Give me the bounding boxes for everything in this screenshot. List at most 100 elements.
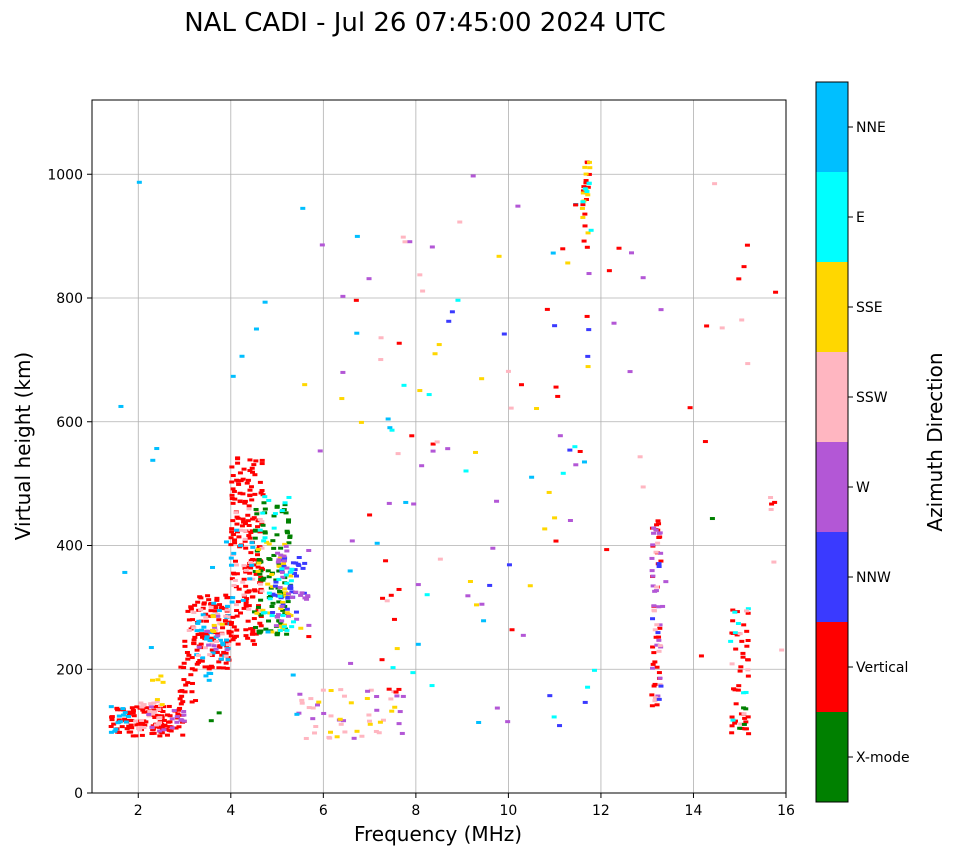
data-point xyxy=(201,601,207,605)
data-point xyxy=(248,531,254,535)
data-point xyxy=(112,729,118,733)
data-point xyxy=(734,610,740,614)
data-point xyxy=(258,613,264,617)
data-point xyxy=(258,598,264,602)
data-point xyxy=(229,527,235,531)
data-point xyxy=(386,501,392,505)
data-point xyxy=(279,568,285,572)
data-point xyxy=(213,647,219,651)
data-point xyxy=(241,467,247,471)
data-point xyxy=(573,463,579,467)
data-point xyxy=(338,722,344,726)
data-point xyxy=(194,648,200,652)
data-point xyxy=(223,641,229,645)
data-point xyxy=(262,495,268,499)
data-point xyxy=(284,549,290,553)
data-point xyxy=(283,511,289,515)
data-point xyxy=(224,648,230,652)
data-point xyxy=(649,704,655,708)
data-point xyxy=(242,529,248,533)
data-point xyxy=(214,639,220,643)
data-point xyxy=(744,629,750,633)
data-point xyxy=(327,736,333,740)
data-point xyxy=(267,597,273,601)
data-point xyxy=(730,619,736,623)
data-point xyxy=(154,704,160,708)
data-point xyxy=(364,696,370,700)
data-point xyxy=(224,604,230,608)
data-point xyxy=(189,667,195,671)
data-point xyxy=(214,598,220,602)
data-point xyxy=(741,265,747,269)
data-point xyxy=(284,581,290,585)
y-axis-label: Virtual height (km) xyxy=(11,352,35,541)
data-point xyxy=(470,174,476,178)
data-point xyxy=(277,585,283,589)
data-point xyxy=(328,730,334,734)
data-point xyxy=(248,566,254,570)
data-point xyxy=(169,717,175,721)
data-point xyxy=(136,180,142,184)
data-point xyxy=(202,665,208,669)
data-point xyxy=(209,636,215,640)
data-point xyxy=(161,705,167,709)
data-point xyxy=(207,653,213,657)
data-point xyxy=(582,212,588,216)
data-point xyxy=(221,650,227,654)
data-point xyxy=(257,572,263,576)
data-point xyxy=(520,633,526,637)
data-point xyxy=(284,529,290,533)
data-point xyxy=(658,308,664,312)
data-point xyxy=(487,583,493,587)
data-point xyxy=(280,608,286,612)
data-point xyxy=(736,684,742,688)
data-point xyxy=(228,536,234,540)
data-point xyxy=(415,642,421,646)
data-point xyxy=(253,528,259,532)
data-point xyxy=(279,619,285,623)
data-point xyxy=(297,692,303,696)
data-point xyxy=(248,485,254,489)
plot-frame xyxy=(91,99,787,794)
data-point xyxy=(550,251,556,255)
data-point xyxy=(741,623,747,627)
data-point xyxy=(271,514,277,518)
data-point xyxy=(285,520,291,524)
data-point xyxy=(490,546,496,550)
data-point xyxy=(220,626,226,630)
data-point xyxy=(231,583,237,587)
data-point xyxy=(401,383,407,387)
data-point xyxy=(298,593,304,597)
data-point xyxy=(203,632,209,636)
data-point xyxy=(285,531,291,535)
data-point xyxy=(282,503,288,507)
data-point xyxy=(282,542,288,546)
data-point xyxy=(229,530,235,534)
data-point xyxy=(230,374,236,378)
data-point xyxy=(264,540,270,544)
data-point xyxy=(129,706,135,710)
colorbar-segment xyxy=(816,622,848,712)
data-point xyxy=(741,706,747,710)
data-point xyxy=(583,197,589,201)
data-point xyxy=(560,471,566,475)
data-point xyxy=(729,724,735,728)
data-point xyxy=(189,656,195,660)
data-point xyxy=(279,567,285,571)
data-point xyxy=(465,594,471,598)
data-point xyxy=(742,716,748,720)
data-point xyxy=(347,569,353,573)
data-point xyxy=(467,579,473,583)
data-point xyxy=(255,605,261,609)
data-point xyxy=(212,625,218,629)
data-point xyxy=(203,615,209,619)
data-points xyxy=(108,160,785,740)
data-point xyxy=(771,560,777,564)
data-point xyxy=(279,570,285,574)
data-point xyxy=(209,653,215,657)
data-point xyxy=(265,582,271,586)
data-point xyxy=(181,678,187,682)
data-point xyxy=(353,298,359,302)
data-point xyxy=(194,662,200,666)
data-point xyxy=(168,729,174,733)
